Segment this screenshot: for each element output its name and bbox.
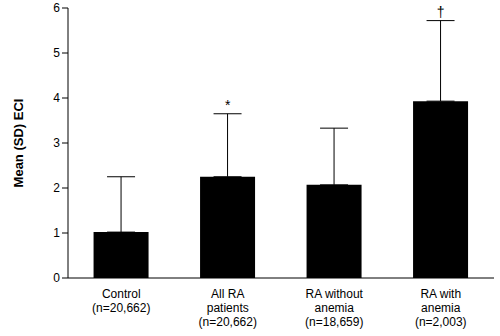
svg-text:2: 2 <box>53 181 60 195</box>
svg-text:4: 4 <box>53 91 60 105</box>
svg-text:6: 6 <box>53 1 60 15</box>
svg-text:RA withanemia(n=2,003): RA withanemia(n=2,003) <box>415 287 467 329</box>
svg-text:Mean (SD) ECI: Mean (SD) ECI <box>11 99 26 188</box>
svg-text:All RApatients(n=20,662): All RApatients(n=20,662) <box>199 287 257 329</box>
svg-text:0: 0 <box>53 271 60 285</box>
svg-text:*: * <box>225 97 231 113</box>
svg-text:1: 1 <box>53 226 60 240</box>
svg-text:5: 5 <box>53 46 60 60</box>
svg-text:3: 3 <box>53 136 60 150</box>
svg-text:†: † <box>437 4 445 20</box>
svg-text:RA withoutanemia(n=18,659): RA withoutanemia(n=18,659) <box>305 287 364 329</box>
svg-text:Control(n=20,662): Control(n=20,662) <box>92 287 150 315</box>
